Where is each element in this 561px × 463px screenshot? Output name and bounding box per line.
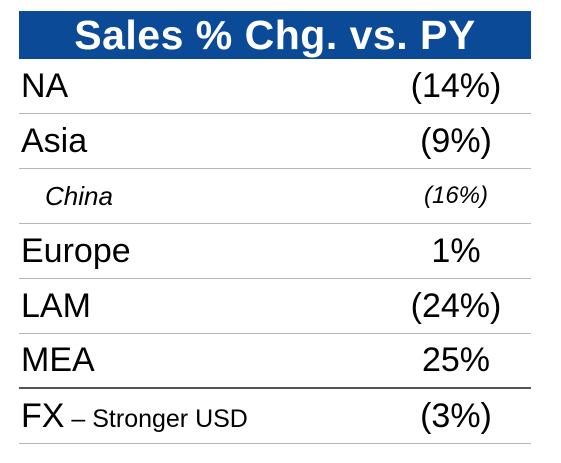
row-value: (14%) — [410, 66, 502, 105]
row-label: LAM — [21, 286, 91, 325]
fx-note: – Stronger USD — [64, 404, 248, 433]
row-value: (24%) — [410, 286, 502, 325]
fx-value: (3%) — [420, 396, 492, 435]
table-row-europe: Europe 1% — [19, 224, 531, 279]
table-row-na: NA (14%) — [19, 59, 531, 114]
row-label: MEA — [21, 341, 95, 379]
fx-label-group: FX – Stronger USD — [19, 397, 381, 436]
row-value: (9%) — [420, 121, 492, 160]
table-row-china: China (16%) — [19, 169, 531, 224]
row-label: Europe — [21, 231, 131, 270]
row-value: 1% — [431, 231, 481, 270]
row-label: Asia — [21, 121, 88, 160]
row-value: (16%) — [423, 182, 489, 209]
sales-change-table: Sales % Chg. vs. PY NA (14%) Asia (9%) C… — [19, 11, 531, 444]
table-title: Sales % Chg. vs. PY — [19, 11, 531, 59]
table-row-lam: LAM (24%) — [19, 279, 531, 334]
row-label: NA — [21, 66, 69, 105]
table-row-mea: MEA 25% — [19, 334, 531, 389]
fx-label: FX — [21, 396, 65, 435]
table-row-asia: Asia (9%) — [19, 114, 531, 169]
table-row-fx: FX – Stronger USD (3%) — [19, 389, 531, 444]
row-label: China — [45, 180, 113, 211]
row-value: 25% — [421, 341, 491, 379]
